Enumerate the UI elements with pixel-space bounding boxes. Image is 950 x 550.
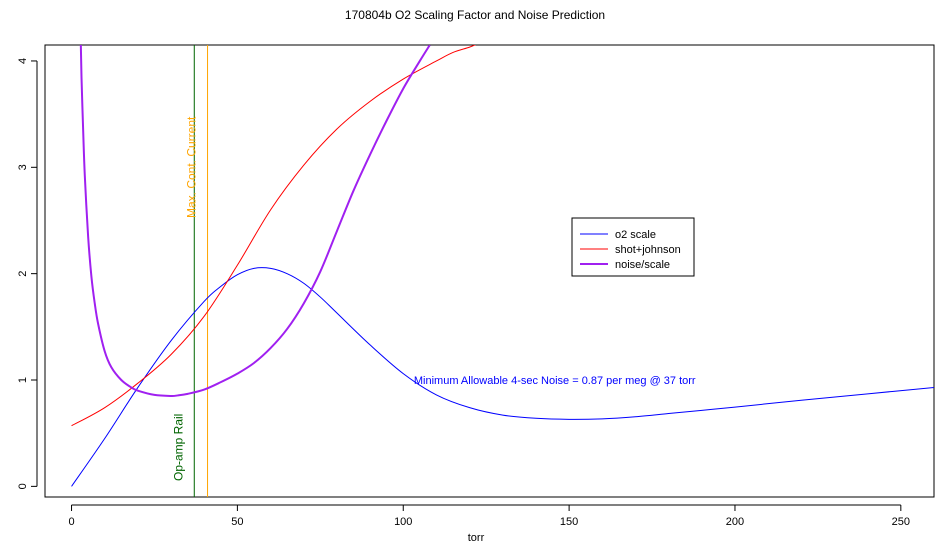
legend-label: shot+johnson [615,244,681,256]
x-tick-label: 0 [68,516,74,528]
op-amp-rail-label: Op-amp Rail [171,414,185,481]
y-tick-label: 2 [17,271,29,277]
y-tick-label: 4 [17,58,29,64]
legend-label: o2 scale [615,229,656,241]
legend: o2 scale shot+johnson noise/scale [571,217,695,277]
legend-label: noise/scale [615,259,670,271]
x-tick-label: 100 [394,516,412,528]
x-axis-label: torr [468,532,485,544]
min-noise-annotation: Minimum Allowable 4-sec Noise = 0.87 per… [414,375,696,387]
y-tick-label: 3 [17,164,29,170]
max-cont-current-label: Max. Cont. Current [185,116,199,218]
legend-box [571,217,695,277]
axes: 0 50 100 150 200 250 0 1 2 3 4 [17,58,910,528]
x-tick-label: 150 [560,516,578,528]
annotations: Op-amp Rail Max. Cont. Current Minimum All… [171,116,696,481]
series-line-o2-scale [71,267,934,487]
series-line-noise-scale [79,45,431,397]
x-tick-label: 50 [231,516,243,528]
x-tick-label: 200 [726,516,744,528]
plot-frame [44,44,935,498]
y-tick-label: 1 [17,377,29,383]
chart-title: 170804b O2 Scaling Factor and Noise Pred… [345,8,605,22]
x-tick-label: 250 [892,516,910,528]
plot-area [71,45,934,497]
series-line-shot-johnson [71,45,477,427]
y-tick-label: 0 [17,483,29,489]
